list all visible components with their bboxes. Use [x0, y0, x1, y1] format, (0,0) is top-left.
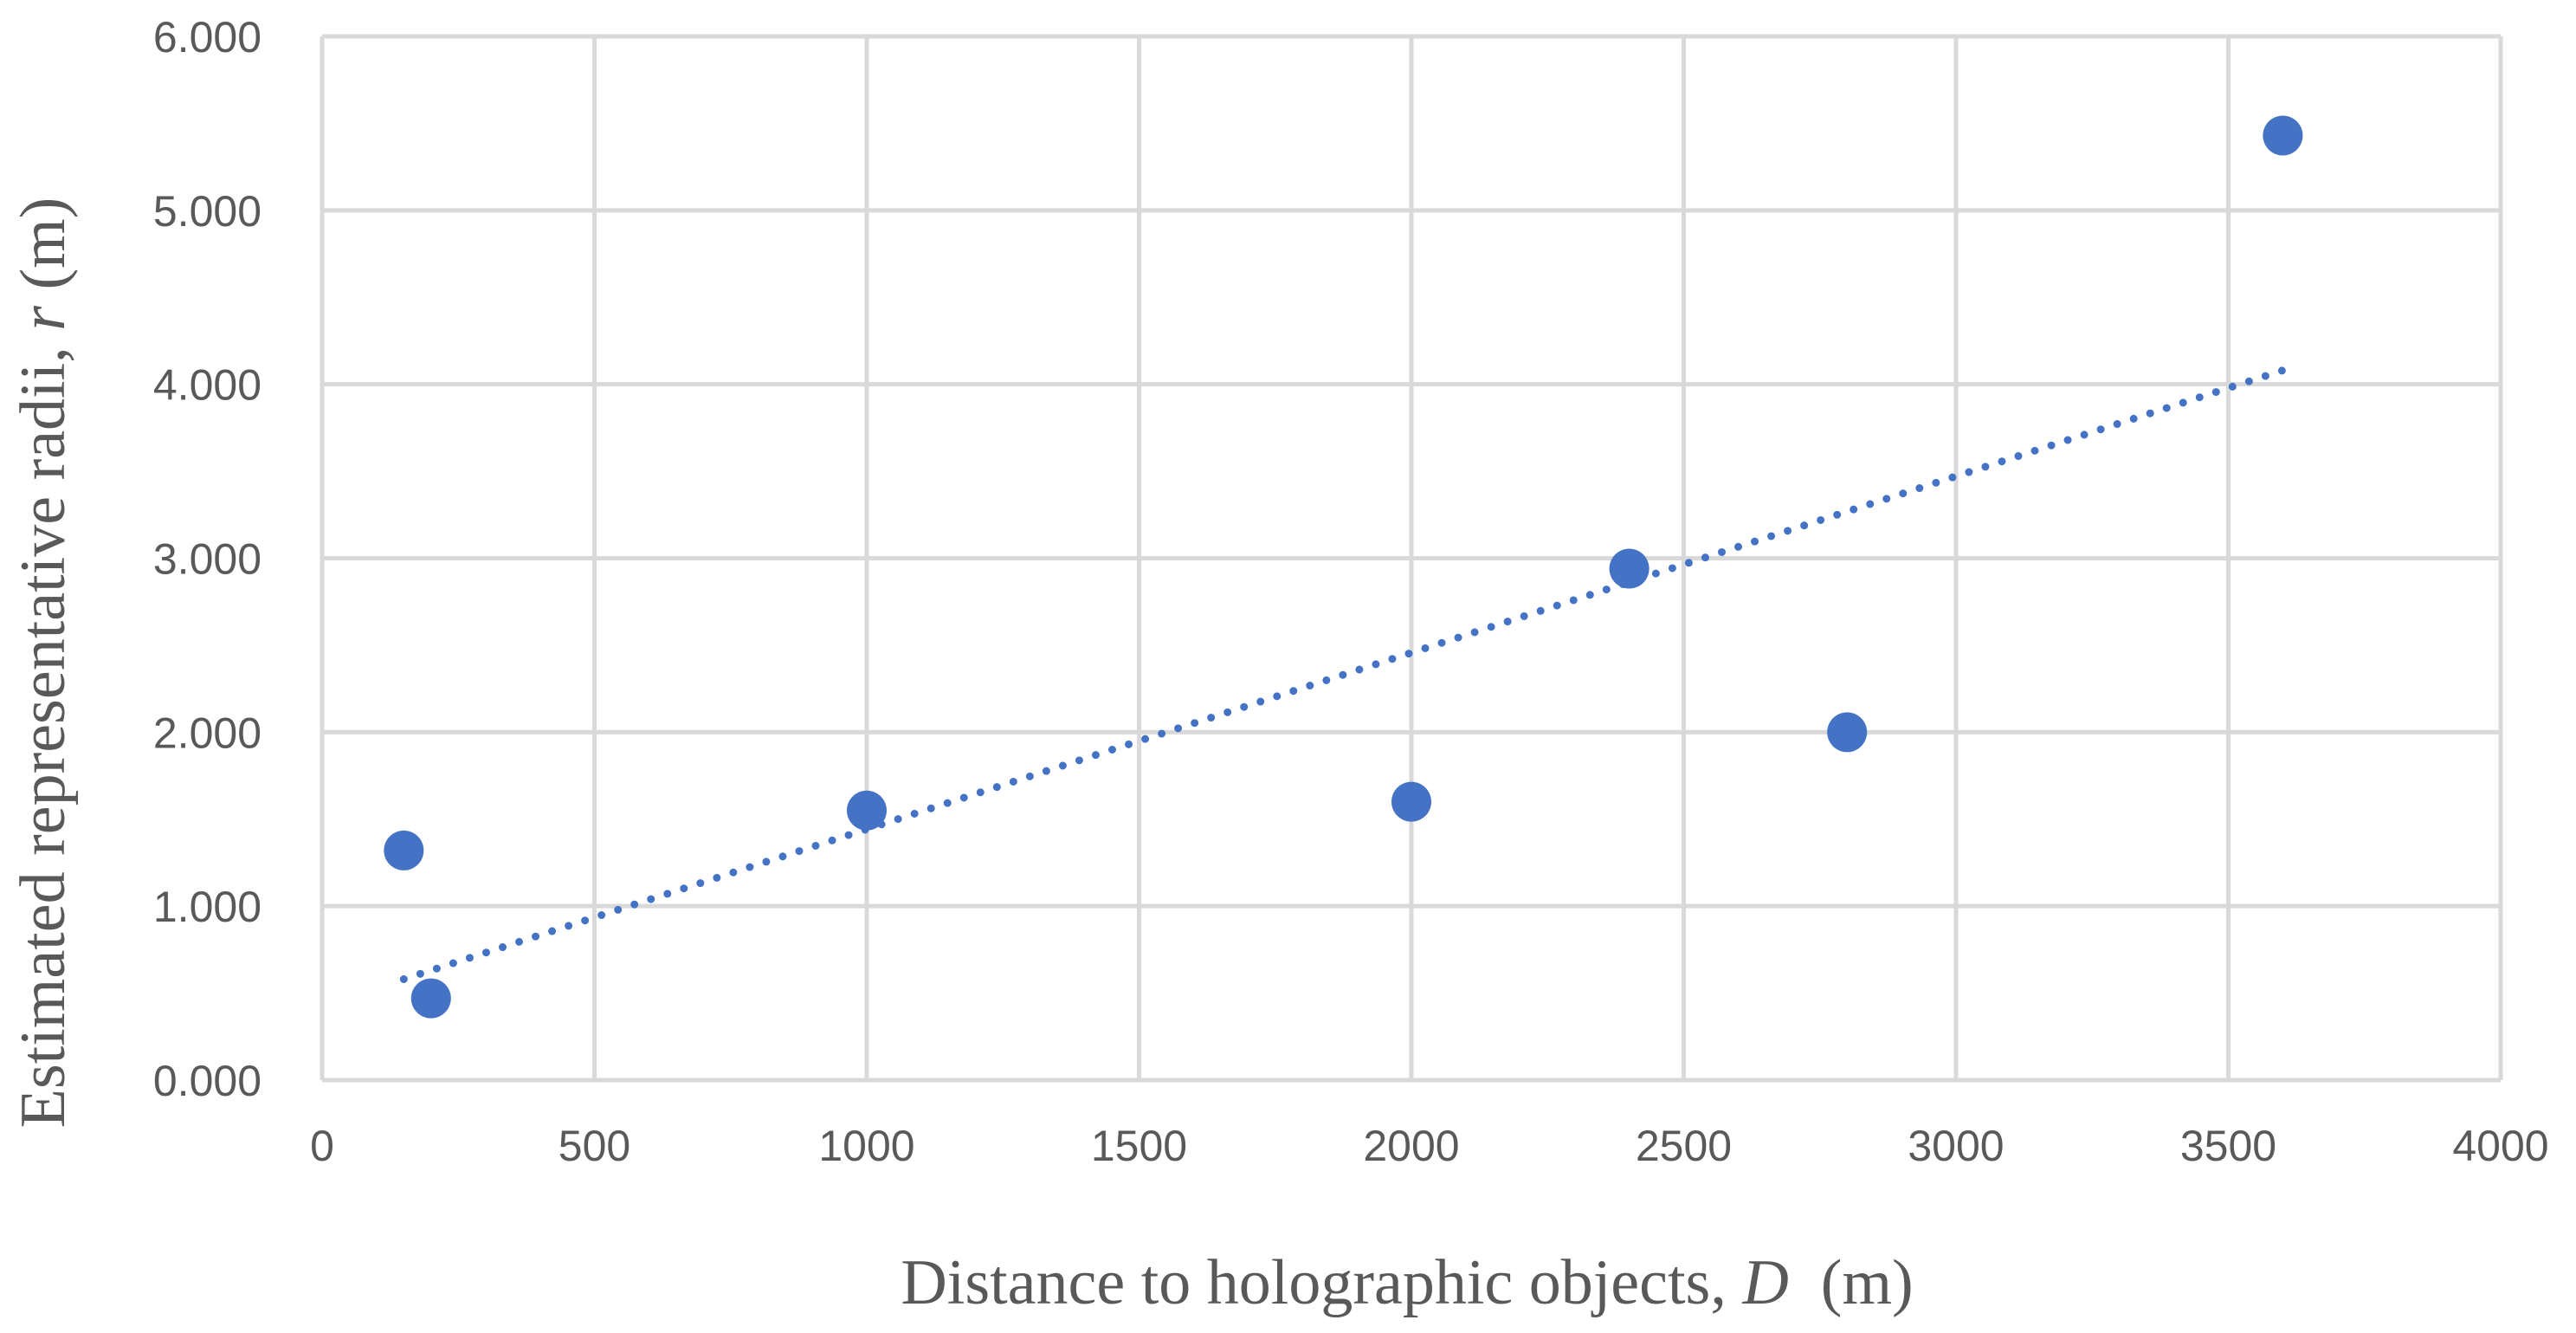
x-tick-label: 2000 [1363, 1122, 1459, 1170]
data-point [384, 830, 424, 870]
x-tick-label: 0 [310, 1122, 334, 1170]
x-tick-label: 1000 [818, 1122, 914, 1170]
y-tick-label: 5.000 [153, 187, 261, 236]
y-tick-label: 3.000 [153, 535, 261, 584]
x-tick-label: 3000 [1908, 1122, 2004, 1170]
data-points [384, 115, 2303, 1019]
x-tick-label: 500 [558, 1122, 630, 1170]
x-tick-label: 1500 [1091, 1122, 1187, 1170]
y-tick-label: 2.000 [153, 709, 261, 757]
trendline [399, 366, 2287, 984]
data-point [410, 978, 451, 1019]
y-axis-title: Estimated representative radii, r (m) [8, 197, 79, 1129]
data-point [847, 790, 887, 831]
y-tick-label: 4.000 [153, 361, 261, 410]
gridlines [320, 34, 2503, 1083]
x-tick-label: 3500 [2180, 1122, 2276, 1170]
x-tick-label: 4000 [2452, 1122, 2548, 1170]
data-point [1827, 712, 1868, 753]
y-tick-label: 0.000 [153, 1057, 261, 1105]
data-point [2263, 115, 2303, 156]
x-tick-labels: 0 500 1000 1500 2000 2500 3000 3500 4000 [310, 1122, 2549, 1170]
trendline-group [399, 366, 2287, 984]
y-tick-label: 6.000 [153, 13, 261, 61]
y-tick-labels: 0.000 1.000 2.000 3.000 4.000 5.000 6.000 [153, 13, 261, 1105]
x-tick-label: 2500 [1636, 1122, 1732, 1170]
data-point [1609, 548, 1650, 589]
y-tick-label: 1.000 [153, 883, 261, 931]
data-point [1391, 781, 1431, 822]
x-axis-title: Distance to holographic objects, D (m) [901, 1247, 1913, 1318]
